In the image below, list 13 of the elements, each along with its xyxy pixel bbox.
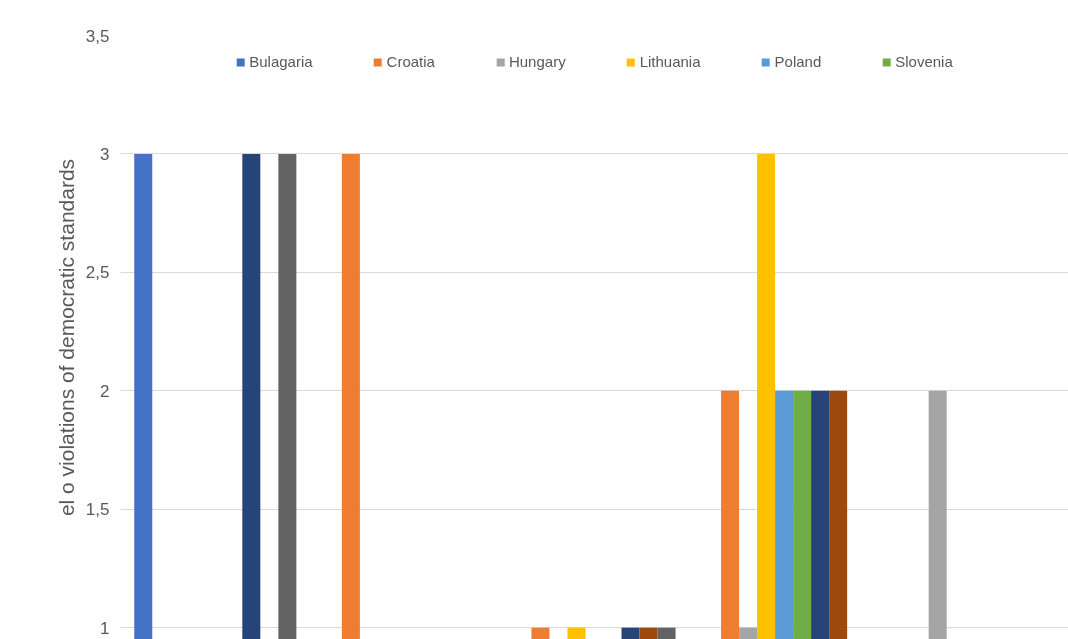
- legend-label: Slovenia: [895, 53, 953, 70]
- y-tick-label: 2: [100, 381, 110, 401]
- legend-label: Croatia: [386, 53, 435, 70]
- legend-label: Bulagaria: [249, 53, 313, 70]
- y-tick-label: 3,5: [85, 26, 110, 46]
- legend-label: Poland: [774, 53, 822, 70]
- y-axis-title: el o violations of democratic standards: [54, 158, 78, 517]
- y-tick-label: 1: [100, 618, 110, 638]
- y-tick-label: 3: [100, 144, 110, 164]
- legend-label: Lithuania: [639, 53, 701, 70]
- legend-label: Hungary: [508, 53, 566, 70]
- y-tick-label: 2,5: [85, 263, 110, 283]
- y-tick-label: 1,5: [85, 500, 110, 520]
